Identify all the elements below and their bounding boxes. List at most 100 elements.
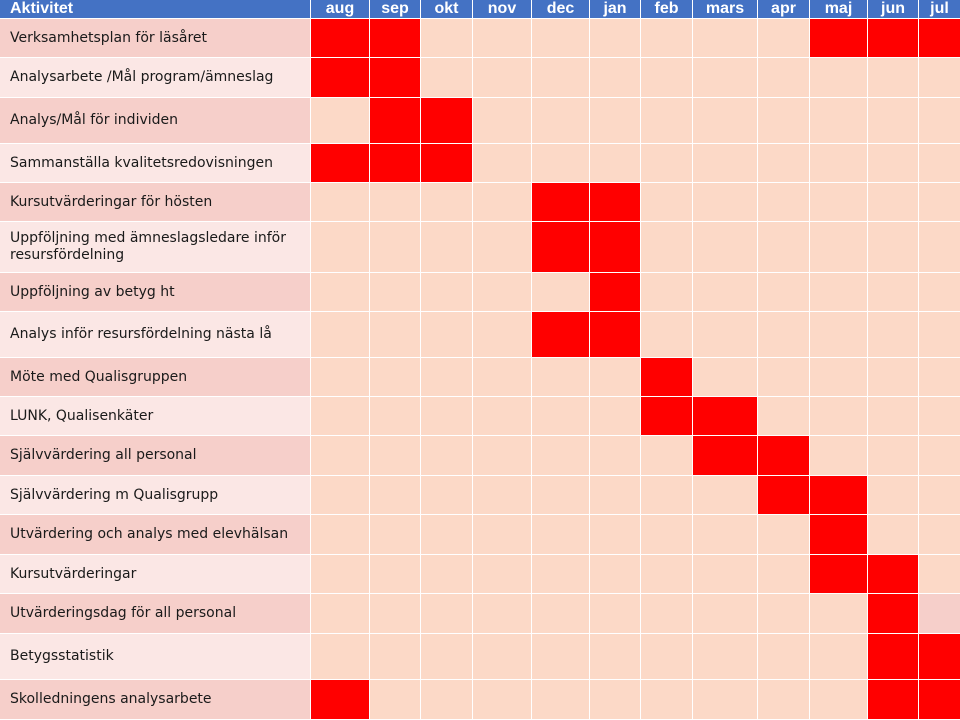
gantt-cell-empty <box>693 222 757 272</box>
gantt-cell-empty <box>868 144 918 182</box>
gantt-cell-empty <box>919 358 960 396</box>
gantt-cell-empty <box>590 19 640 57</box>
gantt-cell-empty <box>641 634 692 679</box>
gantt-cell-empty <box>693 19 757 57</box>
gantt-cell-empty <box>473 680 531 719</box>
gantt-cell-active <box>919 680 960 719</box>
gantt-cell-active <box>590 312 640 357</box>
gantt-cell-empty <box>532 358 589 396</box>
gantt-cell-active <box>532 183 589 221</box>
gantt-cell-empty <box>311 312 369 357</box>
activity-label: Analysarbete /Mål program/ämneslag <box>0 58 310 97</box>
activity-label: Analys inför resursfördelning nästa lå <box>0 312 310 357</box>
activity-label: Analys/Mål för individen <box>0 98 310 143</box>
gantt-cell-active <box>311 58 369 97</box>
activity-label-text: LUNK, Qualisenkäter <box>10 407 154 424</box>
gantt-cell-empty <box>370 358 420 396</box>
gantt-cell-empty <box>590 634 640 679</box>
gantt-cell-empty <box>532 273 589 311</box>
gantt-cell-empty <box>590 58 640 97</box>
gantt-cell-empty <box>370 183 420 221</box>
gantt-cell-empty <box>810 397 867 435</box>
activity-label: LUNK, Qualisenkäter <box>0 397 310 435</box>
gantt-cell-empty <box>758 594 809 633</box>
gantt-cell-empty <box>758 19 809 57</box>
gantt-cell-empty <box>590 476 640 514</box>
gantt-cell-active <box>370 98 420 143</box>
gantt-cell-empty <box>590 397 640 435</box>
gantt-cell-empty <box>868 273 918 311</box>
gantt-cell-empty <box>311 476 369 514</box>
gantt-cell-empty <box>641 144 692 182</box>
gantt-cell-empty <box>810 144 867 182</box>
gantt-cell-active <box>421 144 472 182</box>
gantt-cell-empty <box>421 555 472 593</box>
gantt-cell-empty <box>421 680 472 719</box>
gantt-cell-empty <box>473 555 531 593</box>
activity-label: Verksamhetsplan för läsåret <box>0 19 310 57</box>
gantt-cell-empty <box>532 19 589 57</box>
gantt-cell-empty <box>868 397 918 435</box>
gantt-cell-empty <box>421 436 472 475</box>
gantt-cell-empty <box>868 98 918 143</box>
gantt-cell-empty <box>693 144 757 182</box>
gantt-cell-empty <box>421 594 472 633</box>
gantt-cell-empty <box>758 634 809 679</box>
gantt-cell-empty <box>758 183 809 221</box>
activity-label: Utvärdering och analys med elevhälsan <box>0 515 310 554</box>
gantt-cell-active <box>311 680 369 719</box>
header-month-jan: jan <box>590 0 640 18</box>
gantt-cell-empty <box>693 312 757 357</box>
gantt-cell-empty <box>693 183 757 221</box>
gantt-cell-empty <box>473 634 531 679</box>
gantt-cell-active <box>590 222 640 272</box>
header-month-mars: mars <box>693 0 757 18</box>
gantt-cell-empty <box>758 358 809 396</box>
gantt-cell-empty <box>370 476 420 514</box>
gantt-cell-empty <box>758 144 809 182</box>
gantt-cell-empty <box>758 273 809 311</box>
gantt-cell-empty <box>919 436 960 475</box>
gantt-cell-empty <box>590 515 640 554</box>
gantt-cell-empty <box>919 397 960 435</box>
gantt-cell-empty <box>421 222 472 272</box>
gantt-cell-empty <box>810 594 867 633</box>
gantt-cell-empty <box>641 183 692 221</box>
gantt-cell-active <box>370 58 420 97</box>
gantt-cell-active <box>758 476 809 514</box>
gantt-cell-empty <box>311 183 369 221</box>
header-activity: Aktivitet <box>0 0 310 18</box>
gantt-cell-empty <box>311 634 369 679</box>
gantt-cell-active <box>810 476 867 514</box>
gantt-cell-active <box>641 358 692 396</box>
gantt-cell-empty <box>641 19 692 57</box>
gantt-cell-active <box>758 436 809 475</box>
gantt-cell-empty <box>693 98 757 143</box>
gantt-cell-empty <box>421 312 472 357</box>
activity-label: Självvärdering m Qualisgrupp <box>0 476 310 514</box>
header-month-aug: aug <box>311 0 369 18</box>
gantt-cell-empty <box>370 680 420 719</box>
gantt-cell-empty <box>311 397 369 435</box>
gantt-cell-empty <box>590 555 640 593</box>
gantt-cell-active <box>868 555 918 593</box>
activity-label-text: Skolledningens analysarbete <box>10 691 212 707</box>
gantt-cell-empty <box>421 476 472 514</box>
gantt-cell-empty <box>473 273 531 311</box>
gantt-cell-empty <box>473 98 531 143</box>
gantt-cell-empty <box>311 436 369 475</box>
gantt-cell-empty <box>758 98 809 143</box>
gantt-cell-empty <box>758 58 809 97</box>
gantt-cell-empty <box>641 594 692 633</box>
gantt-cell-empty <box>421 58 472 97</box>
gantt-cell-empty <box>311 273 369 311</box>
gantt-cell-empty <box>641 680 692 719</box>
gantt-cell-empty <box>473 312 531 357</box>
gantt-cell-active <box>810 515 867 554</box>
gantt-cell-empty <box>919 144 960 182</box>
gantt-cell-empty <box>370 594 420 633</box>
gantt-cell-empty <box>590 144 640 182</box>
gantt-cell-empty <box>868 222 918 272</box>
gantt-cell-empty <box>919 515 960 554</box>
